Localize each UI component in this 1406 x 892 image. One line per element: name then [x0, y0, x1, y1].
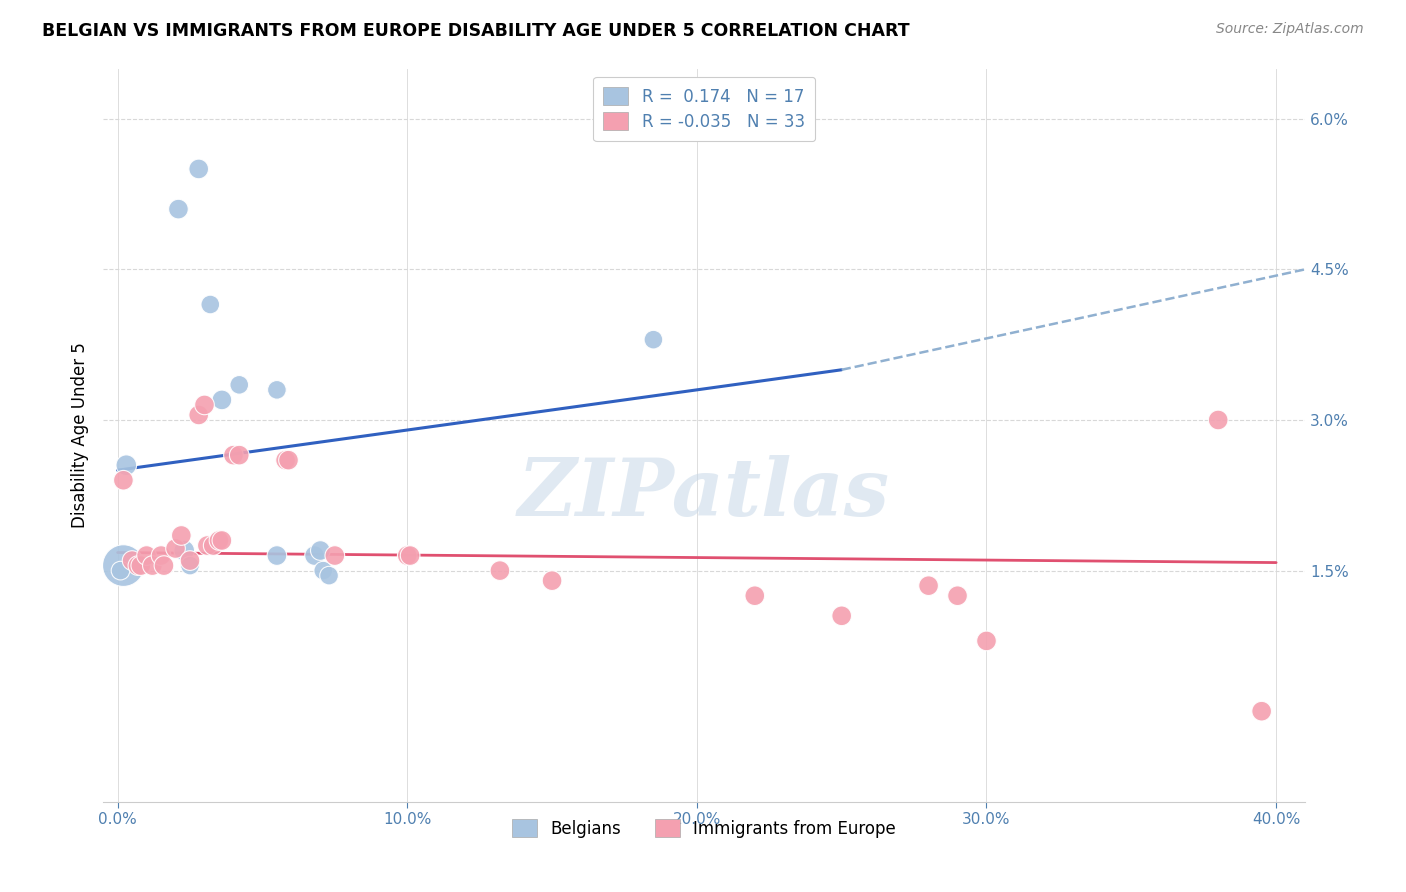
Point	[266, 549, 288, 563]
Point	[187, 161, 209, 176]
Point	[112, 558, 135, 573]
Point	[121, 553, 143, 567]
Text: BELGIAN VS IMMIGRANTS FROM EUROPE DISABILITY AGE UNDER 5 CORRELATION CHART: BELGIAN VS IMMIGRANTS FROM EUROPE DISABI…	[42, 22, 910, 40]
Point	[200, 297, 222, 311]
Point	[489, 564, 512, 578]
Point	[135, 549, 157, 563]
Point	[112, 473, 135, 487]
Point	[208, 533, 231, 548]
Point	[312, 564, 335, 578]
Point	[304, 549, 326, 563]
Legend: Belgians, Immigrants from Europe: Belgians, Immigrants from Europe	[506, 813, 903, 845]
Point	[744, 589, 766, 603]
Point	[129, 558, 152, 573]
Y-axis label: Disability Age Under 5: Disability Age Under 5	[72, 343, 89, 528]
Point	[946, 589, 969, 603]
Point	[831, 608, 853, 623]
Point	[266, 383, 288, 397]
Point	[228, 448, 250, 462]
Point	[396, 549, 419, 563]
Point	[165, 541, 187, 556]
Point	[318, 568, 340, 582]
Point	[179, 558, 201, 573]
Point	[150, 549, 173, 563]
Point	[187, 408, 209, 422]
Point	[222, 448, 245, 462]
Point	[153, 558, 176, 573]
Point	[309, 543, 332, 558]
Point	[643, 333, 665, 347]
Point	[917, 579, 939, 593]
Text: Source: ZipAtlas.com: Source: ZipAtlas.com	[1216, 22, 1364, 37]
Point	[173, 543, 195, 558]
Point	[141, 558, 163, 573]
Point	[399, 549, 422, 563]
Point	[323, 549, 346, 563]
Point	[167, 202, 190, 216]
Point	[197, 539, 219, 553]
Point	[115, 458, 138, 472]
Point	[228, 377, 250, 392]
Point	[179, 553, 201, 567]
Point	[211, 392, 233, 407]
Point	[277, 453, 299, 467]
Point	[1206, 413, 1229, 427]
Point	[541, 574, 564, 588]
Point	[274, 453, 297, 467]
Point	[1250, 704, 1272, 718]
Point	[110, 564, 132, 578]
Point	[127, 558, 149, 573]
Point	[211, 533, 233, 548]
Point	[976, 634, 998, 648]
Text: ZIPatlas: ZIPatlas	[517, 455, 890, 533]
Point	[170, 528, 193, 542]
Point	[202, 539, 225, 553]
Point	[193, 398, 215, 412]
